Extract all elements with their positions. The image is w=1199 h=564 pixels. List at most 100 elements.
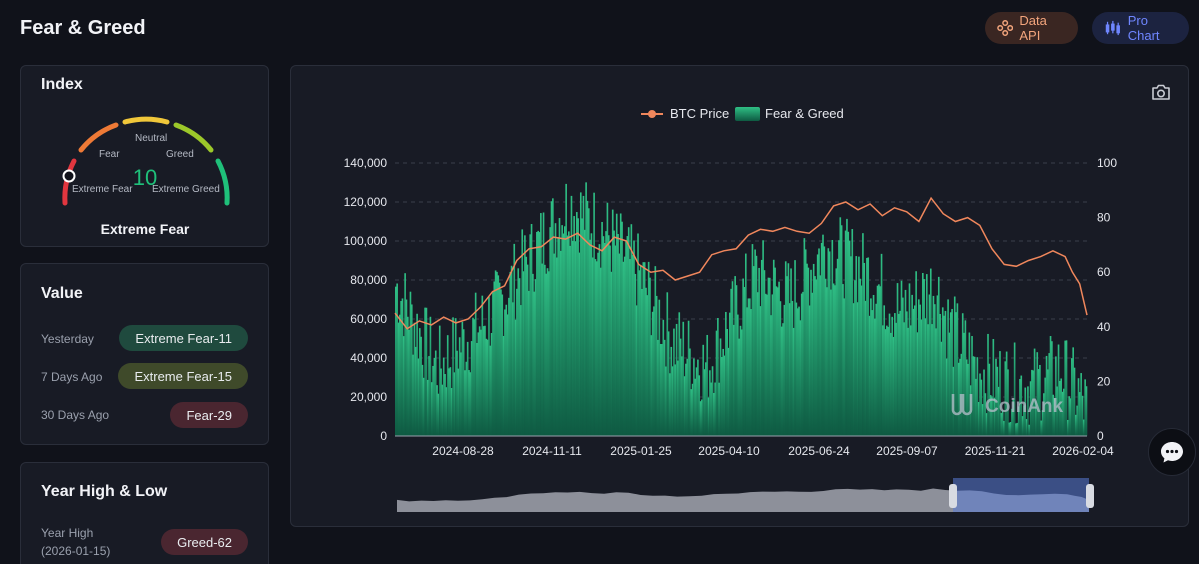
fear-greed-bar	[972, 356, 975, 436]
fear-greed-bar	[1021, 416, 1024, 436]
fear-greed-bar	[501, 294, 504, 436]
fear-greed-bar	[866, 257, 868, 436]
fear-greed-bar	[908, 283, 911, 436]
gauge-pointer	[62, 169, 76, 183]
fear-greed-bar	[755, 255, 758, 436]
data-api-button[interactable]: Data API	[985, 12, 1078, 44]
fear-greed-bar	[943, 315, 945, 436]
fear-greed-bar	[1025, 419, 1028, 436]
fear-greed-bar	[863, 262, 866, 436]
fear-greed-bar	[824, 278, 827, 436]
camera-icon[interactable]	[1150, 82, 1172, 102]
fear-greed-bar	[614, 245, 617, 436]
year-high-low-card: Year High & Low Year High (2026-01-15) G…	[20, 462, 269, 564]
fear-greed-bar	[583, 229, 586, 436]
fear-greed-bar	[734, 276, 736, 436]
fear-greed-bar	[1057, 344, 1060, 436]
fear-greed-bar	[1071, 358, 1073, 436]
fear-greed-bar	[569, 245, 571, 436]
index-value: 10	[133, 165, 157, 190]
fear-greed-bar	[1064, 340, 1067, 436]
fear-greed-bar	[518, 278, 521, 436]
fear-greed-bar	[948, 332, 951, 436]
fear-greed-bar	[1004, 361, 1007, 436]
fear-greed-bar	[706, 334, 709, 436]
fear-greed-bar	[947, 299, 949, 436]
fear-greed-bar	[654, 266, 657, 436]
fear-greed-bar	[827, 248, 830, 436]
fear-greed-bar	[681, 356, 683, 436]
fear-greed-bar	[968, 332, 971, 436]
fear-greed-bar	[717, 317, 719, 436]
fear-greed-bar	[509, 271, 512, 436]
x-tick: 2025-01-25	[610, 444, 672, 458]
fear-greed-bar	[438, 325, 441, 436]
fear-greed-bar	[651, 311, 654, 436]
fear-greed-bar	[441, 384, 444, 436]
fear-greed-bar	[1036, 352, 1039, 436]
fear-greed-bar	[1081, 395, 1084, 436]
pro-chart-button[interactable]: Pro Chart	[1092, 12, 1189, 44]
fear-greed-bar	[697, 359, 699, 436]
fear-greed-bar	[928, 294, 931, 436]
y-left-tick: 0	[380, 429, 387, 443]
fear-greed-bar	[983, 369, 985, 436]
fear-greed-bar	[851, 229, 854, 436]
fear-greed-bar	[1029, 381, 1032, 436]
fear-greed-bar	[748, 298, 751, 436]
fear-greed-bar	[1080, 373, 1082, 436]
fear-greed-chart[interactable]: BTC Price Fear & Greed 0 20,000 40,000 60,0…	[291, 66, 1189, 527]
fear-greed-bar	[887, 326, 890, 436]
fear-greed-bar	[667, 331, 670, 436]
fear-greed-bar	[581, 218, 583, 436]
fear-greed-bar	[490, 333, 493, 436]
fear-greed-bar	[876, 285, 879, 436]
fear-greed-bar	[987, 333, 989, 436]
fear-greed-bar	[1037, 369, 1040, 436]
fear-greed-bar	[1055, 356, 1057, 436]
chat-button[interactable]	[1148, 428, 1196, 476]
fear-greed-bar	[1047, 369, 1049, 436]
fear-greed-bar	[685, 363, 687, 436]
year-card-title: Year High & Low	[41, 483, 168, 500]
fear-greed-bar	[1085, 386, 1088, 436]
fear-greed-bar	[472, 317, 474, 436]
fear-greed-bar	[701, 399, 703, 436]
fear-greed-bar	[428, 356, 430, 436]
fear-greed-bar	[964, 320, 967, 436]
fear-greed-bar	[713, 392, 715, 436]
fear-greed-bar	[710, 382, 713, 436]
index-card-title: Index	[41, 76, 83, 93]
fear-greed-bar	[754, 249, 756, 436]
fear-greed-bar	[1044, 377, 1047, 436]
fear-greed-bar	[898, 313, 900, 436]
fear-greed-bar	[478, 326, 481, 436]
x-tick: 2026-02-04	[1052, 444, 1114, 458]
navigator-handle-right	[1086, 484, 1094, 508]
fear-greed-bar	[836, 258, 839, 436]
fear-greed-bar	[639, 264, 642, 436]
fear-greed-bar	[782, 323, 784, 436]
fear-greed-bar	[718, 382, 721, 436]
fear-greed-bar	[398, 314, 401, 436]
fear-greed-bar	[682, 321, 685, 436]
fear-greed-bar	[621, 221, 623, 436]
fear-greed-bar	[655, 295, 658, 436]
fear-greed-bar	[521, 229, 524, 436]
fear-greed-bar	[855, 256, 858, 436]
fear-greed-bar	[780, 326, 783, 436]
fear-greed-bar	[1043, 393, 1045, 436]
fear-greed-bar	[756, 292, 759, 436]
fear-greed-bar	[703, 369, 706, 436]
fear-greed-bar	[941, 307, 944, 436]
fear-greed-bar	[453, 372, 456, 436]
gauge-label-extreme-greed: Extreme Greed	[152, 184, 220, 195]
fear-greed-bar	[504, 309, 506, 436]
fear-greed-bar	[752, 266, 755, 436]
fear-greed-bar	[731, 281, 734, 436]
fear-greed-bar	[991, 396, 993, 436]
fear-greed-bar	[409, 291, 412, 436]
fear-greed-bar	[468, 370, 470, 436]
fear-greed-bar	[1041, 410, 1044, 436]
fear-greed-bar	[602, 236, 605, 436]
